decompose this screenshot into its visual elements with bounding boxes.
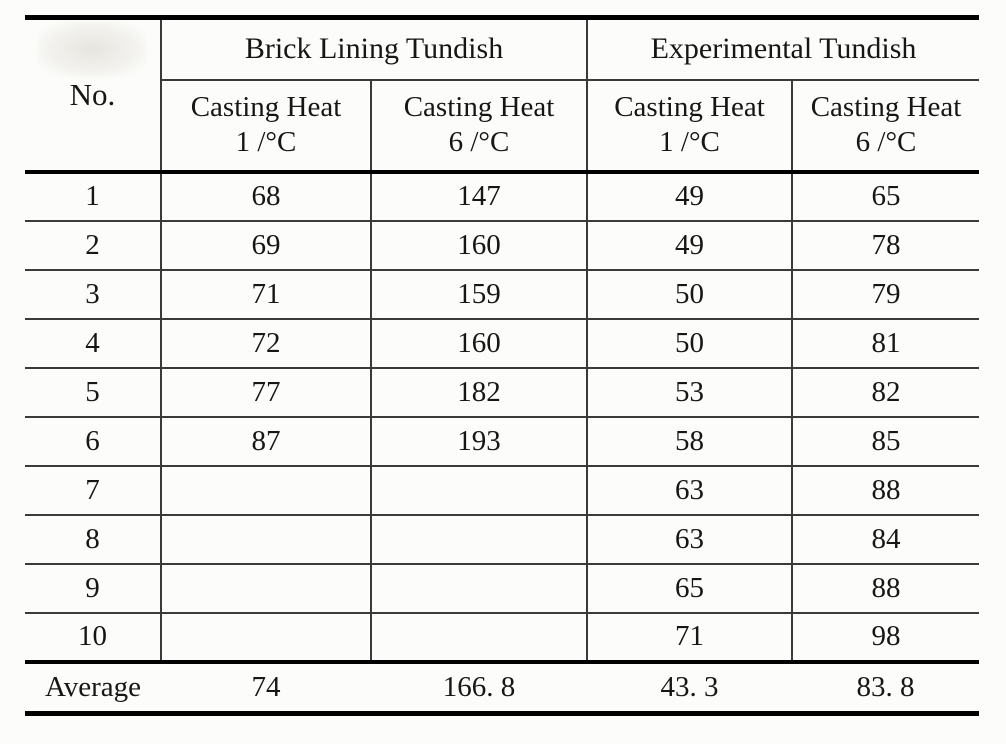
sub-header-line1: Casting Heat xyxy=(810,90,962,123)
sub-header-line1: Casting Heat xyxy=(403,90,555,123)
row-number: 3 xyxy=(25,269,161,320)
sub-header-row: Casting Heat 1 /°C Casting Heat 6 /°C Ca… xyxy=(25,79,980,174)
table-row: 4 72 160 50 81 xyxy=(25,318,980,369)
table-row: 7 63 88 xyxy=(25,465,980,516)
cell-brick-heat1: 69 xyxy=(160,220,371,271)
column-header-exp-casting-heat-1: Casting Heat 1 /°C xyxy=(586,79,793,174)
table-row: 8 63 84 xyxy=(25,514,980,565)
cell-exp-heat1: 49 xyxy=(586,171,793,222)
cell-exp-heat1: 50 xyxy=(586,269,793,320)
row-number: 5 xyxy=(25,367,161,418)
average-brick-heat6: 166. 8 xyxy=(442,670,516,703)
cell-brick-heat6 xyxy=(369,465,588,516)
group-header-experimental-tundish: Experimental Tundish xyxy=(586,17,980,81)
cell-brick-heat6: 182 xyxy=(369,367,588,418)
cell-exp-heat1: 63 xyxy=(586,465,793,516)
column-header-brick-casting-heat-6: Casting Heat 6 /°C xyxy=(369,79,588,174)
cell-brick-heat1 xyxy=(160,465,371,516)
sub-header-line2: 6 /°C xyxy=(855,126,917,158)
cell-exp-heat6: 82 xyxy=(791,367,980,418)
cell-brick-heat6 xyxy=(369,514,588,565)
row-number: 2 xyxy=(25,220,161,271)
row-number: 7 xyxy=(25,465,161,516)
row-number: 10 xyxy=(25,612,161,664)
cell-brick-heat1: 68 xyxy=(160,171,371,222)
cell-exp-heat1: 53 xyxy=(586,367,793,418)
cell-exp-heat1: 58 xyxy=(586,416,793,467)
cell-exp-heat1: 63 xyxy=(586,514,793,565)
group-header-row: No. Brick Lining Tundish Experimental Tu… xyxy=(25,17,980,174)
row-number: 9 xyxy=(25,563,161,614)
table-row: 2 69 160 49 78 xyxy=(25,220,980,271)
column-header-no: No. xyxy=(25,17,162,174)
column-header-exp-casting-heat-6: Casting Heat 6 /°C xyxy=(791,79,980,174)
cell-exp-heat1: 65 xyxy=(586,563,793,614)
cell-brick-heat6 xyxy=(369,612,588,664)
average-row: Average 74 166. 8 43. 3 83. 8 xyxy=(25,662,979,714)
cell-brick-heat1: 72 xyxy=(160,318,371,369)
cell-exp-heat6: 65 xyxy=(791,171,980,222)
row-number: 1 xyxy=(25,171,161,222)
cell-brick-heat1 xyxy=(160,612,371,664)
cell-brick-heat6: 193 xyxy=(369,416,588,467)
sub-header-line2: 6 /°C xyxy=(448,126,510,158)
tundish-temperature-table: No. Brick Lining Tundish Experimental Tu… xyxy=(25,15,980,716)
sub-header-line1: Casting Heat xyxy=(190,90,342,123)
cell-exp-heat6: 79 xyxy=(791,269,980,320)
group-header-brick-lining-tundish: Brick Lining Tundish xyxy=(159,17,588,81)
cell-exp-heat1: 49 xyxy=(586,220,793,271)
table-row: 10 71 98 xyxy=(25,612,980,664)
row-number: 6 xyxy=(25,416,161,467)
cell-exp-heat1: 71 xyxy=(586,612,793,664)
row-number: 8 xyxy=(25,514,161,565)
cell-brick-heat1: 77 xyxy=(160,367,371,418)
row-number: 4 xyxy=(25,318,161,369)
sub-header-line2: 1 /°C xyxy=(659,126,720,158)
cell-exp-heat1: 50 xyxy=(586,318,793,369)
table-row: 1 68 147 49 65 xyxy=(25,171,980,222)
table-row: 5 77 182 53 82 xyxy=(25,367,980,418)
cell-brick-heat6 xyxy=(369,563,588,614)
average-exp-heat6: 83. 8 xyxy=(856,670,915,703)
average-label: Average xyxy=(44,670,142,703)
table-row: 3 71 159 50 79 xyxy=(25,269,980,320)
cell-exp-heat6: 85 xyxy=(791,416,980,467)
cell-brick-heat6: 160 xyxy=(369,220,588,271)
cell-brick-heat1: 71 xyxy=(160,269,371,320)
cell-brick-heat6: 160 xyxy=(369,318,588,369)
sub-header-line1: Casting Heat xyxy=(614,90,765,123)
cell-brick-heat6: 147 xyxy=(369,171,588,222)
table-row: 9 65 88 xyxy=(25,563,980,614)
cell-brick-heat1: 87 xyxy=(160,416,371,467)
cell-brick-heat1 xyxy=(160,563,371,614)
cell-brick-heat6: 159 xyxy=(369,269,588,320)
table-row: 6 87 193 58 85 xyxy=(25,416,980,467)
column-header-brick-casting-heat-1: Casting Heat 1 /°C xyxy=(160,79,371,174)
cell-exp-heat6: 84 xyxy=(791,514,980,565)
cell-exp-heat6: 88 xyxy=(791,563,980,614)
average-brick-heat1: 74 xyxy=(251,670,281,703)
cell-exp-heat6: 98 xyxy=(791,612,980,664)
sub-header-line2: 1 /°C xyxy=(235,126,297,158)
average-exp-heat1: 43. 3 xyxy=(660,670,719,703)
cell-brick-heat1 xyxy=(160,514,371,565)
cell-exp-heat6: 81 xyxy=(791,318,980,369)
cell-exp-heat6: 88 xyxy=(791,465,980,516)
cell-exp-heat6: 78 xyxy=(791,220,980,271)
